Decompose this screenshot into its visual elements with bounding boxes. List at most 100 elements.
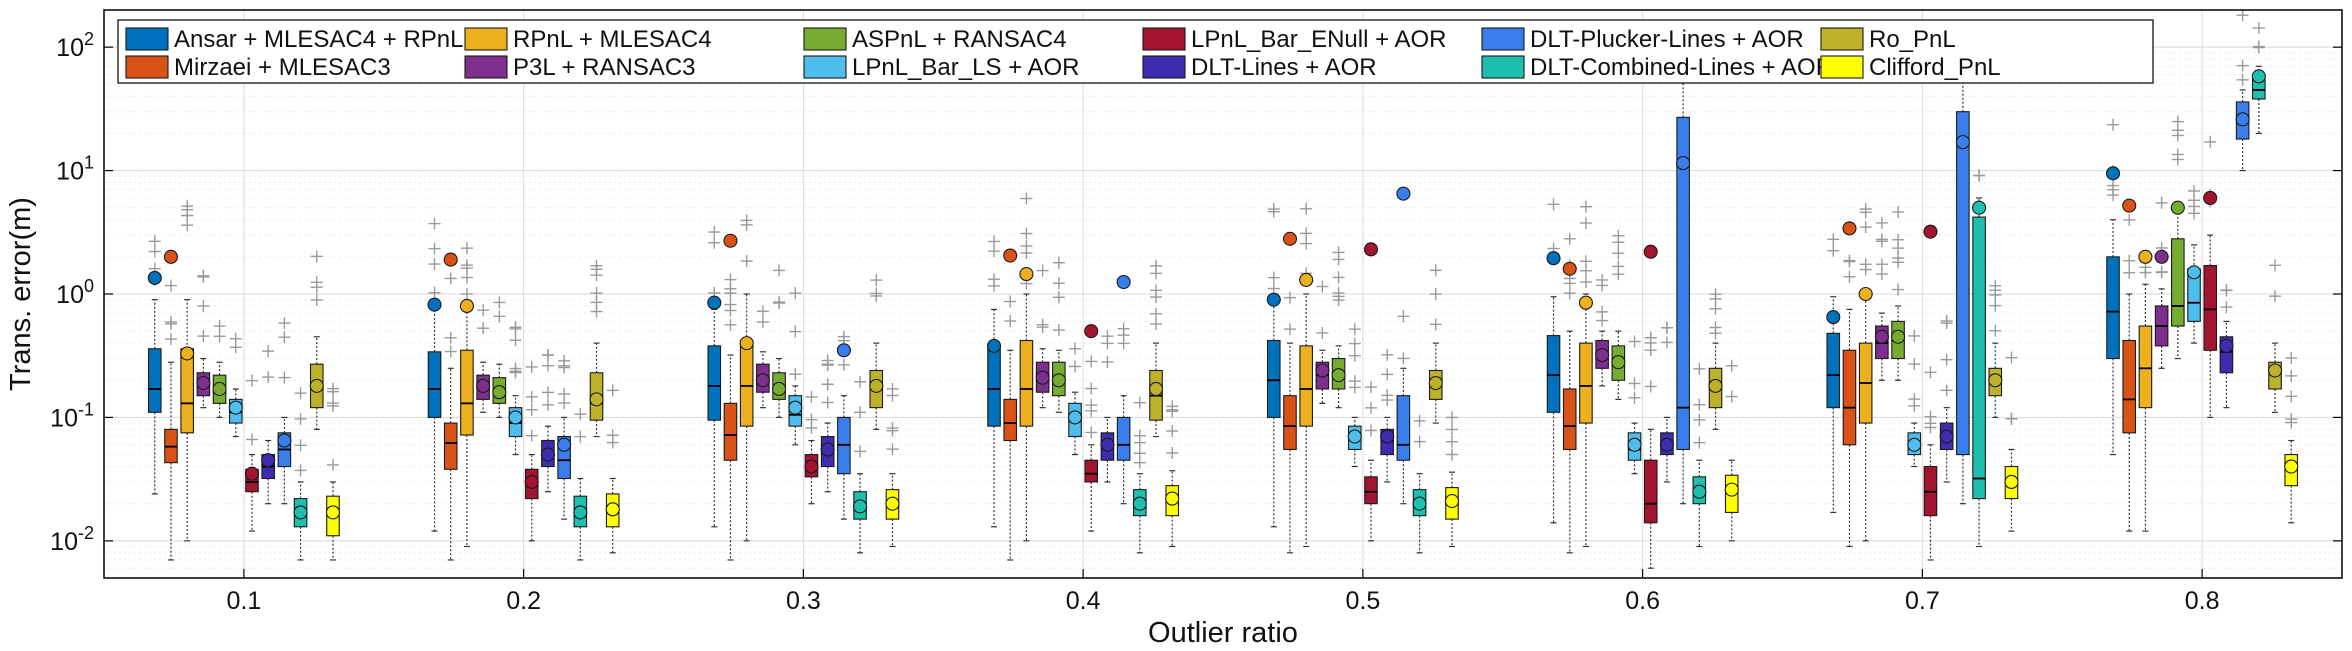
mean-marker (2203, 190, 2218, 206)
outlier-mark (821, 396, 834, 409)
outlier-mark (1940, 315, 1953, 328)
mean-marker (1132, 496, 1147, 511)
box-0.1 (325, 481, 341, 561)
box-0.8 (2284, 439, 2299, 524)
outlier-mark (1628, 335, 1641, 348)
outlier-mark (197, 269, 210, 282)
mean-marker (2122, 198, 2137, 213)
box-0.8 (2219, 320, 2234, 409)
outlier-mark (148, 235, 161, 248)
mean-marker (2004, 474, 2019, 490)
outlier-mark (773, 264, 786, 277)
outlier-mark (1267, 203, 1280, 216)
outlier-mark (773, 297, 786, 310)
box-0.1 (212, 361, 227, 419)
mean-marker (492, 385, 507, 400)
outlier-mark (1069, 342, 1082, 355)
mean-marker (2251, 69, 2266, 84)
outlier-mark (1429, 288, 1442, 301)
box-0.1 (261, 439, 276, 505)
outlier-mark (1085, 382, 1098, 395)
outlier-mark (460, 259, 473, 272)
mean-marker (1874, 329, 1889, 344)
box-iqr (1842, 349, 1857, 446)
legend-entry: DLT-Plucker-Lines + AOR (1481, 26, 1804, 53)
mean-marker (508, 410, 523, 425)
x-tick-label: 0.2 (506, 587, 541, 615)
box-0.3 (723, 233, 738, 561)
box-0.5 (1428, 342, 1443, 424)
mean-marker (2154, 249, 2169, 264)
box-0.4 (986, 308, 1002, 528)
outlier-mark (1085, 399, 1098, 412)
outlier-mark (541, 386, 554, 399)
box-0.7 (1842, 221, 1857, 548)
mean-marker (836, 343, 851, 358)
outlier-mark (1892, 256, 1905, 269)
outlier-mark (428, 286, 441, 299)
box-iqr (1579, 342, 1593, 424)
outlier-mark (870, 274, 883, 287)
box-0.4 (1019, 267, 1034, 542)
outlier-mark (756, 305, 769, 318)
box-0.8 (2251, 65, 2266, 135)
outlier-mark (1267, 271, 1280, 284)
outlier-mark (1052, 324, 1065, 337)
box-0.1 (309, 336, 324, 430)
mean-marker (2267, 363, 2283, 378)
box-0.2 (476, 361, 491, 413)
outlier-mark (724, 318, 737, 331)
box-iqr (2106, 256, 2120, 360)
outlier-mark (2171, 129, 2184, 142)
box-0.2 (427, 297, 442, 532)
box-0.5 (1396, 186, 1411, 505)
mean-marker (1084, 324, 1099, 339)
box-iqr (460, 349, 474, 436)
mean-marker (1627, 437, 1642, 452)
mean-marker (1708, 378, 1723, 393)
box-0.4 (1067, 391, 1083, 456)
outlier-mark (2171, 153, 2184, 166)
mean-marker (1643, 244, 1658, 259)
legend-label: DLT-Plucker-Lines + AOR (1530, 26, 1804, 53)
legend-label: ASPnL + RANSAC4 (852, 26, 1067, 53)
outlier-mark (1596, 279, 1609, 292)
box-iqr (1956, 111, 1970, 456)
outlier-mark (444, 331, 457, 344)
outlier-mark (1693, 398, 1706, 411)
box-0.4 (1100, 416, 1115, 483)
box-iqr (180, 348, 194, 434)
box-0.7 (1858, 286, 1873, 542)
mean-marker (1611, 355, 1626, 370)
outlier-mark (854, 406, 867, 419)
box-0.8 (2154, 249, 2169, 369)
outlier-mark (558, 388, 571, 401)
outlier-mark (2252, 22, 2265, 35)
box-iqr (1396, 395, 1411, 461)
box-0.7 (1955, 73, 1970, 505)
outlier-mark (477, 322, 490, 335)
legend-label: Mirzaei + MLESAC3 (174, 54, 391, 81)
outlier-mark (1300, 237, 1313, 250)
box-iqr (1364, 476, 1378, 505)
box-0.5 (1331, 345, 1346, 409)
box-0.2 (557, 416, 572, 520)
mean-marker (1363, 242, 1379, 257)
box-0.6 (1692, 459, 1707, 548)
box-0.2 (443, 252, 458, 561)
outlier-mark (1267, 282, 1280, 295)
series-7-boxes (261, 320, 2234, 505)
box-0.8 (2186, 244, 2202, 344)
outlier-mark (1166, 400, 1179, 413)
outlier-mark (1085, 355, 1098, 368)
outlier-mark (1133, 447, 1146, 460)
outlier-mark (541, 359, 554, 372)
outlier-mark (590, 305, 603, 318)
box-0.5 (1266, 292, 1281, 528)
outlier-mark (1628, 391, 1641, 404)
outlier-mark (1413, 435, 1426, 448)
box-0.4 (1165, 470, 1180, 548)
mean-marker (1562, 261, 1577, 276)
outlier-mark (2005, 351, 2018, 364)
